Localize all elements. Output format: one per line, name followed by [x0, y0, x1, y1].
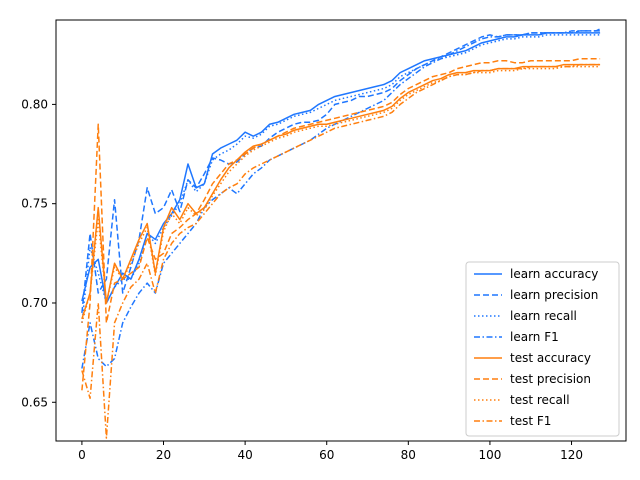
legend-label: test precision [510, 372, 591, 386]
x-tick-label: 80 [401, 448, 416, 462]
legend: learn accuracy learn precision learn recal… [465, 261, 620, 437]
legend-label: learn accuracy [510, 267, 598, 281]
y-axis: 0.65 0.70 0.75 0.80 [21, 97, 56, 409]
legend-label: learn precision [510, 288, 598, 302]
legend-label: test accuracy [510, 351, 591, 365]
series-line-test-F1 [81, 63, 601, 439]
series-layer [81, 28, 601, 439]
series-line-learn-precision [81, 28, 601, 313]
legend-label: learn recall [510, 309, 577, 323]
series-line-learn-F1 [81, 30, 601, 369]
series-line-test-precision [81, 57, 601, 391]
legend-box [465, 261, 620, 437]
x-tick-label: 40 [237, 448, 252, 462]
y-tick-label: 0.80 [21, 97, 48, 111]
x-tick-label: 20 [156, 448, 171, 462]
y-tick-label: 0.65 [21, 395, 48, 409]
y-tick-label: 0.75 [21, 197, 48, 211]
series-line-learn-recall [81, 34, 601, 323]
series-line-test-recall [81, 65, 601, 324]
x-tick-label: 0 [78, 448, 86, 462]
plot-frame [55, 19, 627, 442]
y-tick-label: 0.70 [21, 296, 48, 310]
x-tick-label: 60 [319, 448, 334, 462]
x-tick-label: 100 [478, 448, 501, 462]
x-axis: 0 20 40 60 80 100 120 [78, 441, 583, 462]
legend-label: test F1 [510, 414, 551, 428]
series-line-learn-accuracy [81, 32, 601, 304]
legend-label: learn F1 [510, 330, 559, 344]
x-tick-label: 120 [560, 448, 583, 462]
legend-label: test recall [510, 393, 570, 407]
